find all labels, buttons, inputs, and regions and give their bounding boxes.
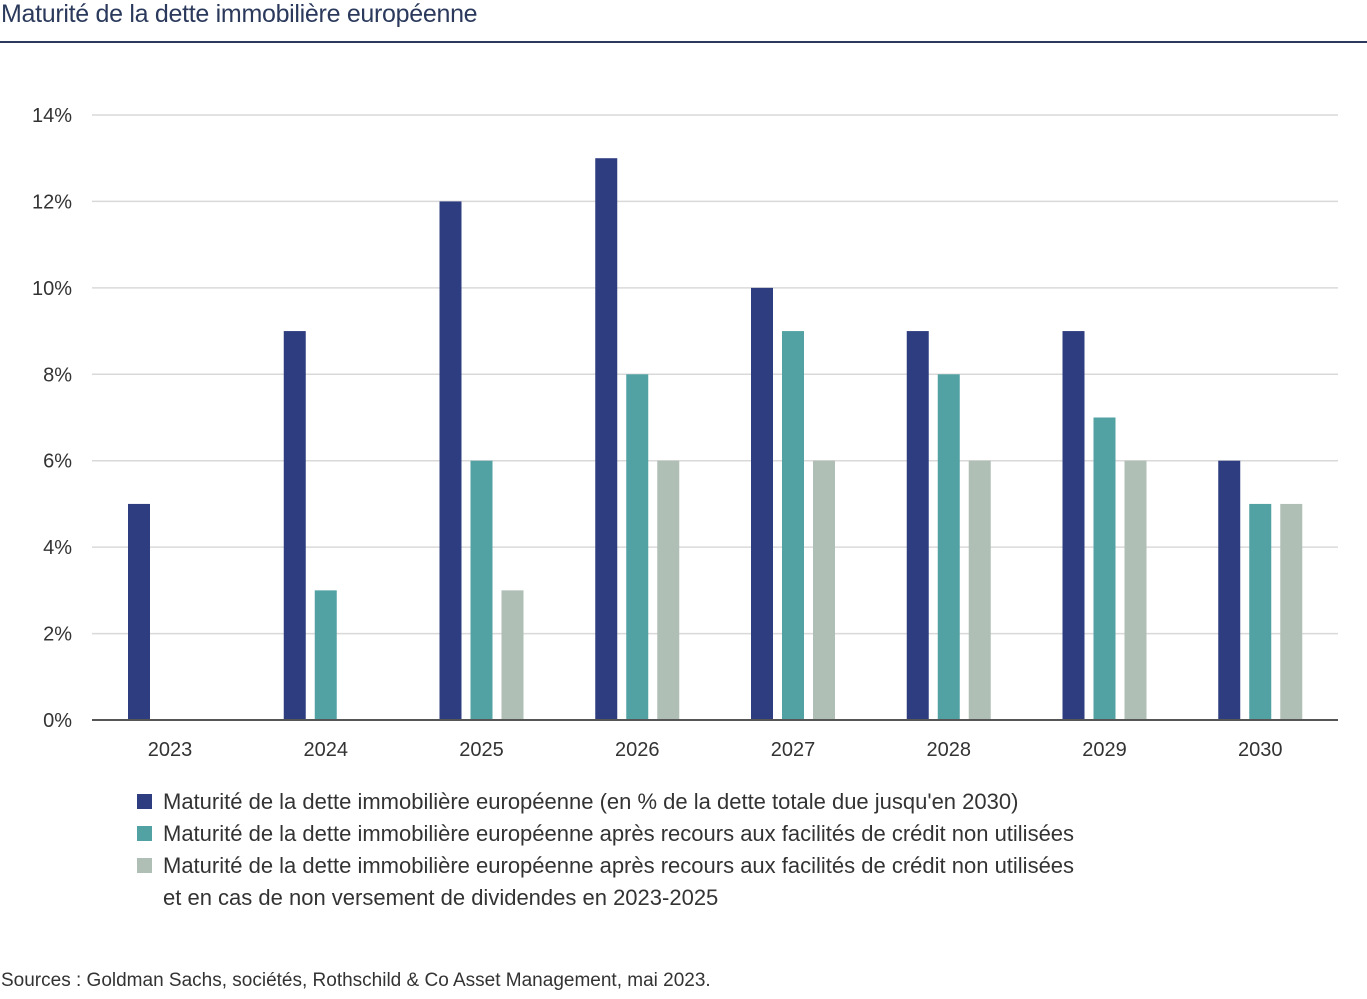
- chart-title: Maturité de la dette immobilière europée…: [1, 0, 478, 28]
- bar-series-1-2023: [128, 503, 150, 720]
- legend-label-series-1: Maturité de la dette immobilière europée…: [163, 789, 1019, 814]
- y-tick-label: 2%: [43, 624, 72, 646]
- bar-series-2-2027: [782, 331, 804, 720]
- legend-item-series-1: Maturité de la dette immobilière europée…: [137, 786, 1074, 818]
- legend-item-series-3: Maturité de la dette immobilière europée…: [137, 850, 1074, 914]
- bar-series-2-2030: [1249, 503, 1272, 720]
- bar-series-3-2026: [657, 460, 680, 720]
- bar-series-1-2025: [439, 201, 462, 720]
- bar-series-3-2025: [501, 590, 524, 720]
- bar-series-2-2026: [626, 374, 649, 720]
- legend-swatch-series-3: [137, 858, 152, 873]
- x-tick-label: 2030: [1238, 739, 1283, 761]
- title-divider: [0, 41, 1367, 43]
- bar-series-1-2030: [1218, 460, 1241, 720]
- bar-series-3-2027: [813, 460, 835, 720]
- x-tick-label: 2027: [771, 739, 816, 761]
- y-tick-label: 6%: [43, 451, 72, 473]
- x-tick-label: 2023: [148, 739, 193, 761]
- legend-label-series-3-line-1: Maturité de la dette immobilière europée…: [163, 853, 1075, 878]
- bar-chart: 0% 2% 4% 6% 8% 10% 12% 14% 2023 2024 2025 2026 2027 2…: [32, 105, 1338, 761]
- legend-label-series-3-line-2: et en cas de non versement de dividendes…: [163, 885, 719, 910]
- bar-series-2-2025: [470, 460, 493, 720]
- legend-swatch-series-2: [137, 826, 152, 841]
- bar-series-3-2030: [1280, 503, 1303, 720]
- source-note: Sources : Goldman Sachs, sociétés, Roths…: [1, 970, 711, 991]
- bar-series-2-2024: [314, 590, 337, 720]
- y-tick-label: 4%: [43, 537, 72, 559]
- legend-swatch-series-1: [137, 794, 152, 809]
- x-tick-label: 2024: [304, 739, 349, 761]
- y-tick-label: 12%: [32, 191, 72, 213]
- y-tick-label: 8%: [43, 364, 72, 386]
- x-tick-label: 2028: [927, 739, 972, 761]
- bar-series-1-2024: [283, 331, 306, 720]
- bar-series-3-2028: [968, 460, 991, 720]
- bar-series-1-2026: [595, 158, 618, 720]
- bar-series-1-2029: [1062, 331, 1085, 720]
- bar-series-2-2029: [1093, 417, 1116, 720]
- x-tick-label: 2026: [615, 739, 660, 761]
- legend: Maturité de la dette immobilière europée…: [137, 786, 1074, 914]
- y-tick-label: 14%: [32, 105, 72, 127]
- y-tick-label: 10%: [32, 278, 72, 300]
- x-tick-label: 2025: [459, 739, 504, 761]
- x-tick-label: 2029: [1082, 739, 1127, 761]
- bar-series-3-2029: [1124, 460, 1147, 720]
- bar-series-2-2028: [937, 374, 960, 720]
- y-tick-label: 0%: [43, 710, 72, 732]
- legend-item-series-2: Maturité de la dette immobilière europée…: [137, 818, 1074, 850]
- legend-label-series-2: Maturité de la dette immobilière europée…: [163, 821, 1075, 846]
- bar-series-1-2027: [751, 287, 773, 720]
- bar-series-1-2028: [906, 331, 929, 720]
